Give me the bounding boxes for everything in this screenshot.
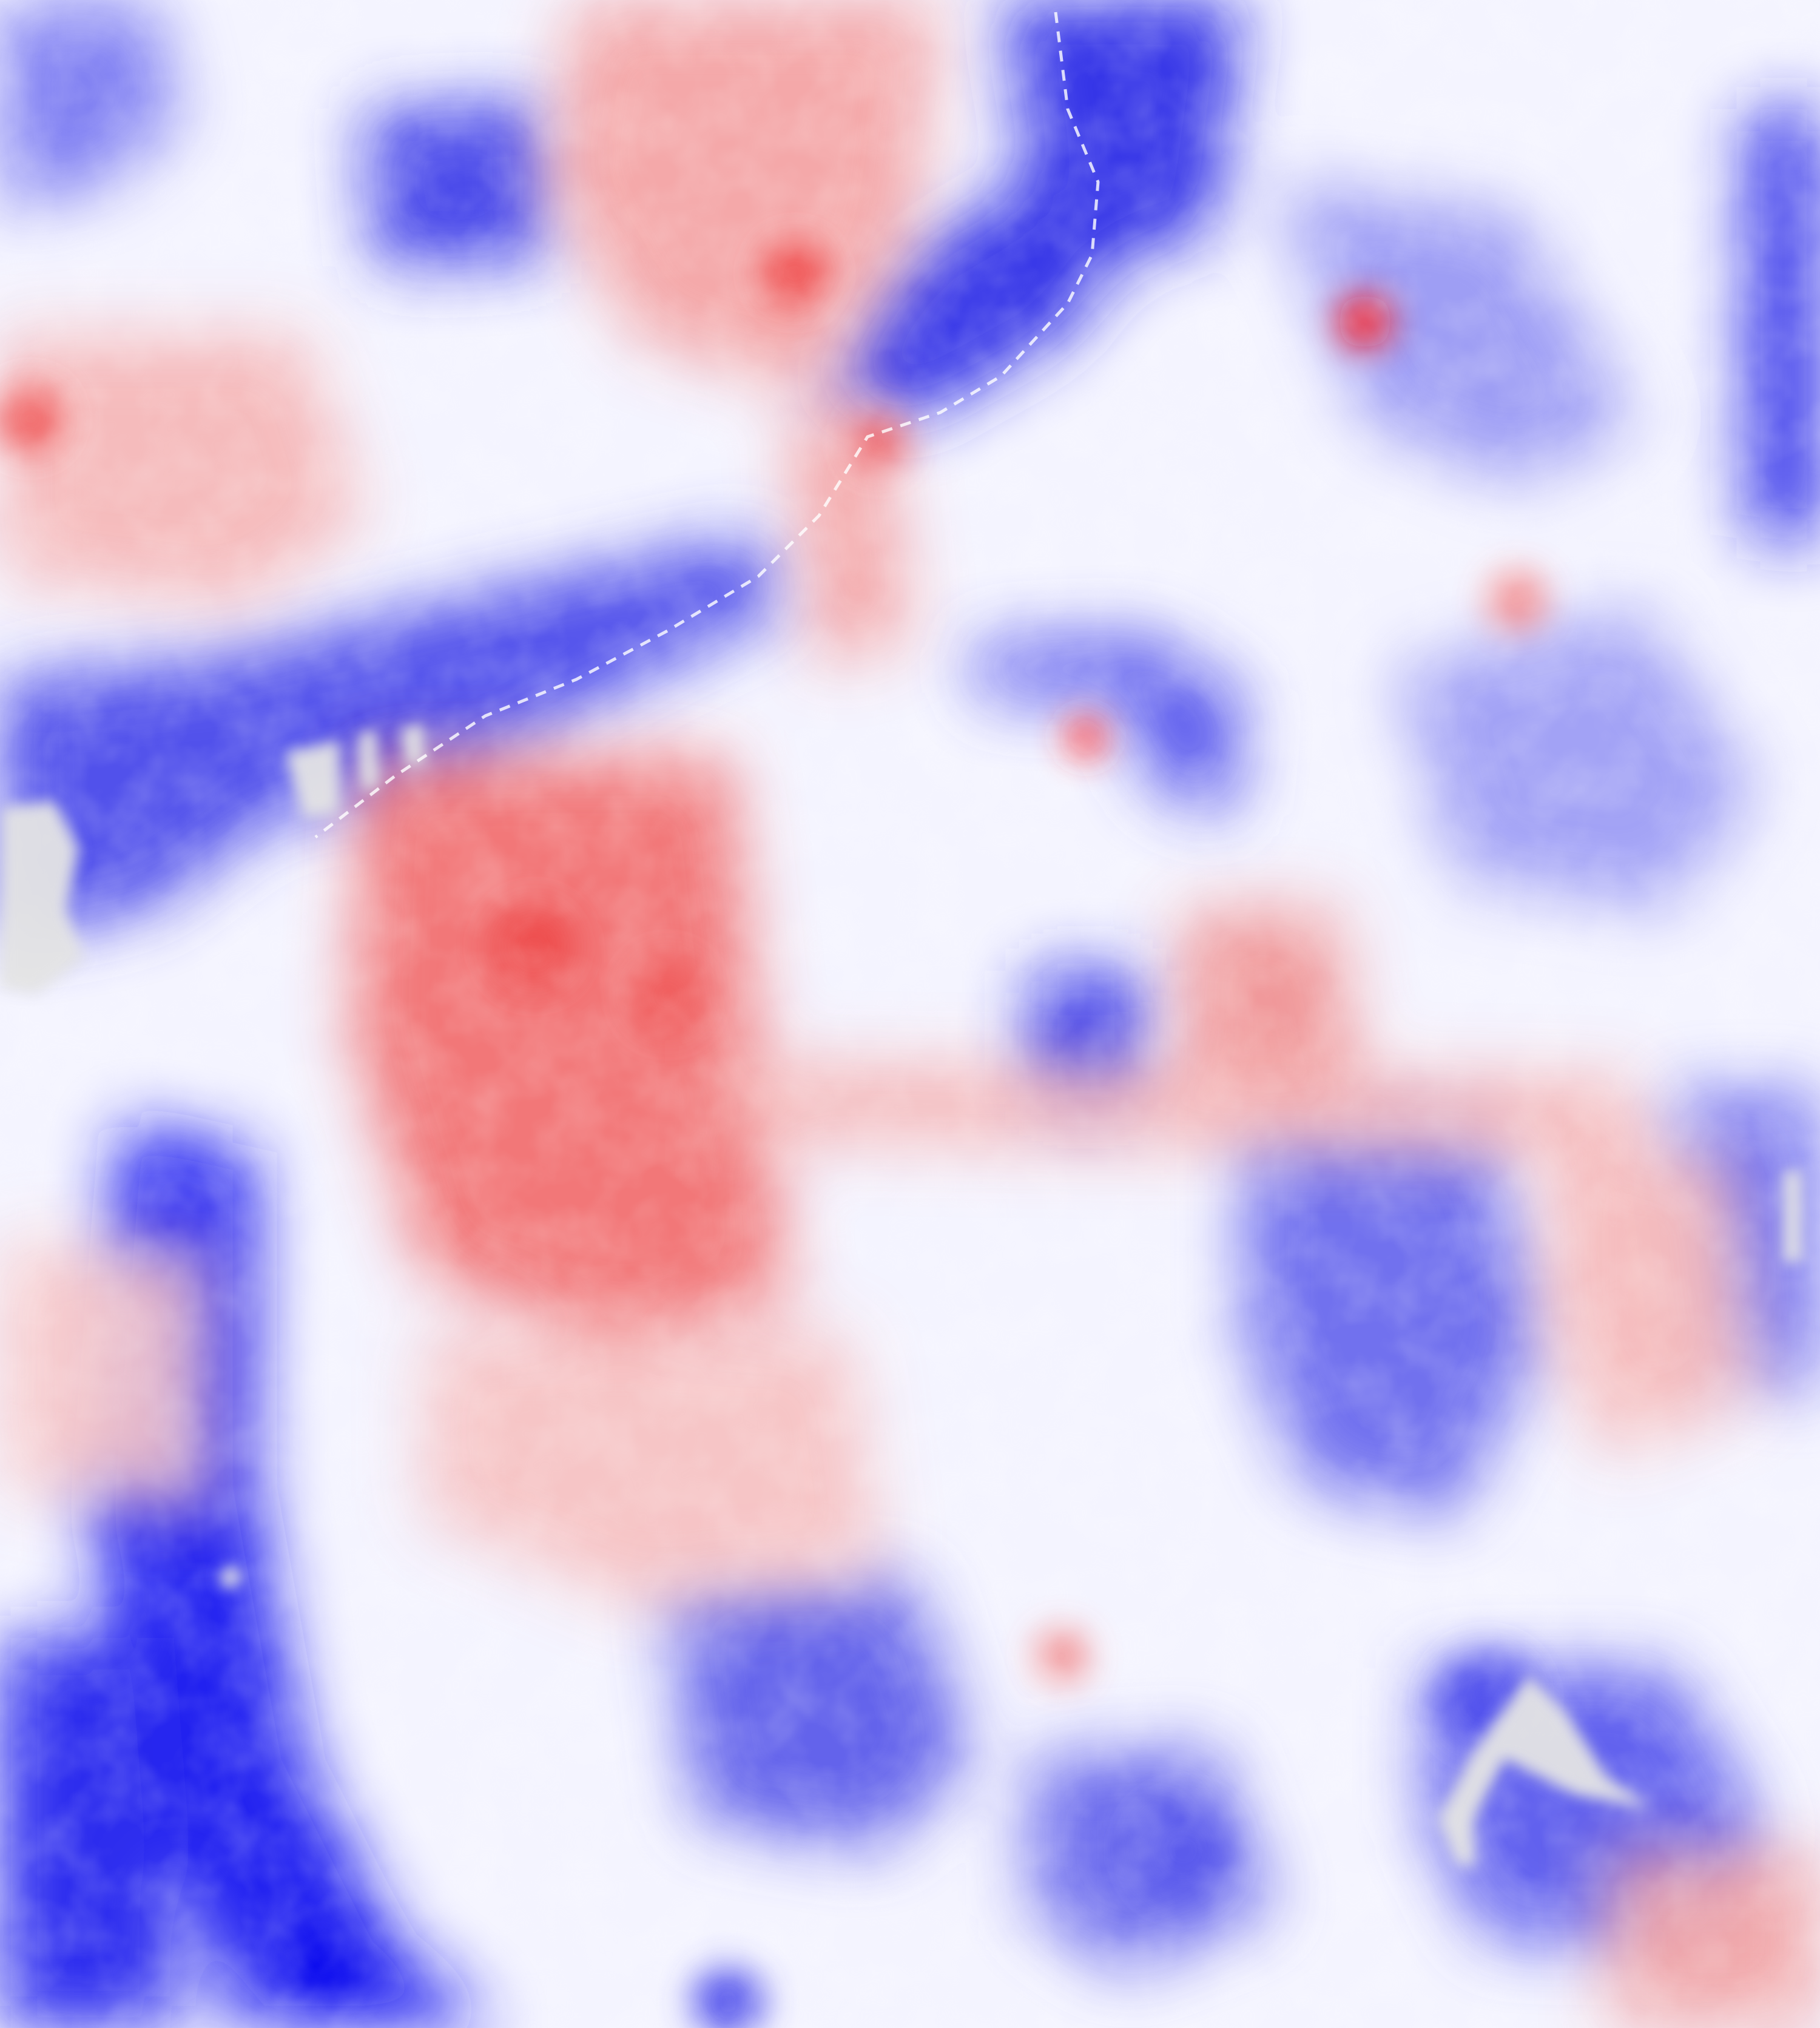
heatmap-raster [0,0,1820,2028]
